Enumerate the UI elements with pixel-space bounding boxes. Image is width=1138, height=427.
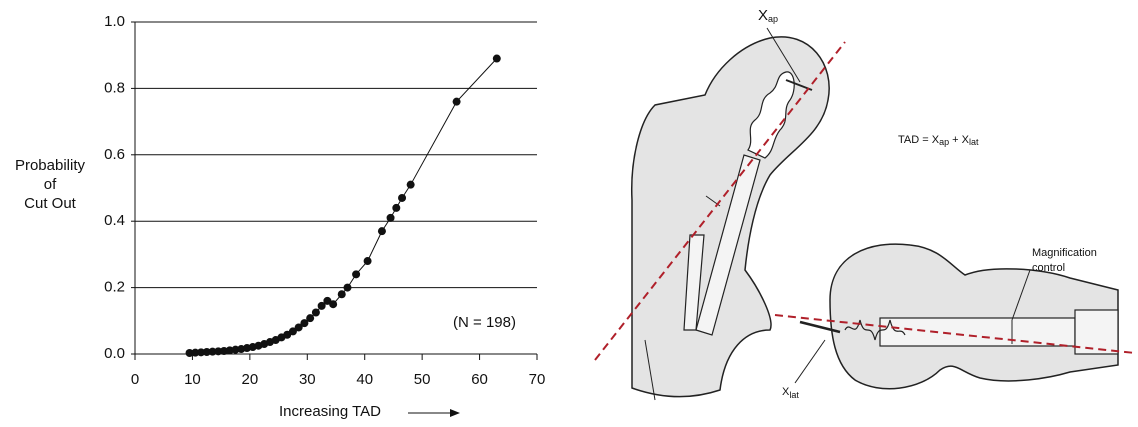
formula-sub: ap [939, 137, 949, 147]
data-point [317, 301, 326, 310]
data-point [386, 213, 395, 222]
data-point [294, 323, 303, 332]
x-tick-label: 60 [471, 371, 488, 388]
y-tick-label: 0.6 [104, 146, 125, 163]
x-tick-label: 0 [131, 371, 139, 388]
x-tick-label: 10 [184, 371, 201, 388]
data-line [189, 58, 498, 354]
x-axis-label: Increasing TAD [279, 403, 381, 420]
data-point [311, 308, 320, 317]
tad-formula: TAD = Xap + Xlat [898, 134, 979, 147]
data-point [191, 348, 200, 357]
data-point [363, 257, 372, 266]
data-point [185, 349, 194, 358]
femur-lateral [774, 243, 1136, 390]
data-point [208, 347, 217, 356]
y-axis-label: Probability [15, 157, 86, 174]
formula-part: TAD = X [898, 134, 940, 146]
data-point [392, 203, 401, 212]
formula-sub: lat [969, 137, 979, 147]
y-tick-label: 0.8 [104, 79, 125, 96]
y-axis-label: Cut Out [24, 195, 77, 212]
data-point [406, 180, 415, 189]
label-sub: ap [768, 14, 778, 24]
data-point [398, 193, 407, 202]
x-ap-label: Xap [758, 7, 778, 24]
x-tick-label: 70 [529, 371, 546, 388]
femur-ap [594, 27, 846, 401]
magnification-label: control [1032, 262, 1065, 274]
data-point [300, 319, 309, 328]
data-point [288, 327, 297, 336]
data-point [202, 348, 211, 357]
formula-part: + X [949, 134, 970, 146]
data-point [377, 227, 386, 236]
data-point [492, 54, 501, 63]
y-tick-label: 0.0 [104, 345, 125, 362]
x-tick-label: 40 [356, 371, 373, 388]
data-point [329, 300, 338, 309]
data-point [343, 283, 352, 292]
data-point [197, 348, 206, 357]
x-tick-label: 50 [414, 371, 431, 388]
label-base: X [758, 7, 768, 24]
x-tick-label: 30 [299, 371, 316, 388]
y-tick-label: 0.4 [104, 212, 125, 229]
data-point [306, 314, 315, 323]
y-tick-label: 0.2 [104, 279, 125, 296]
annotation: (N = 198) [453, 314, 516, 331]
data-point [452, 97, 461, 106]
y-tick-label: 1.0 [104, 13, 125, 30]
data-point [337, 290, 346, 299]
data-point [352, 270, 361, 279]
axis-arrow-head [450, 409, 460, 417]
data-point [214, 347, 223, 356]
magnification-label: Magnification [1032, 247, 1097, 259]
label-base: X [782, 386, 790, 398]
x-tick-label: 20 [242, 371, 259, 388]
label-sub: lat [789, 390, 799, 400]
x-lat-label: Xlat [782, 386, 799, 400]
y-axis-label: of [44, 176, 57, 193]
